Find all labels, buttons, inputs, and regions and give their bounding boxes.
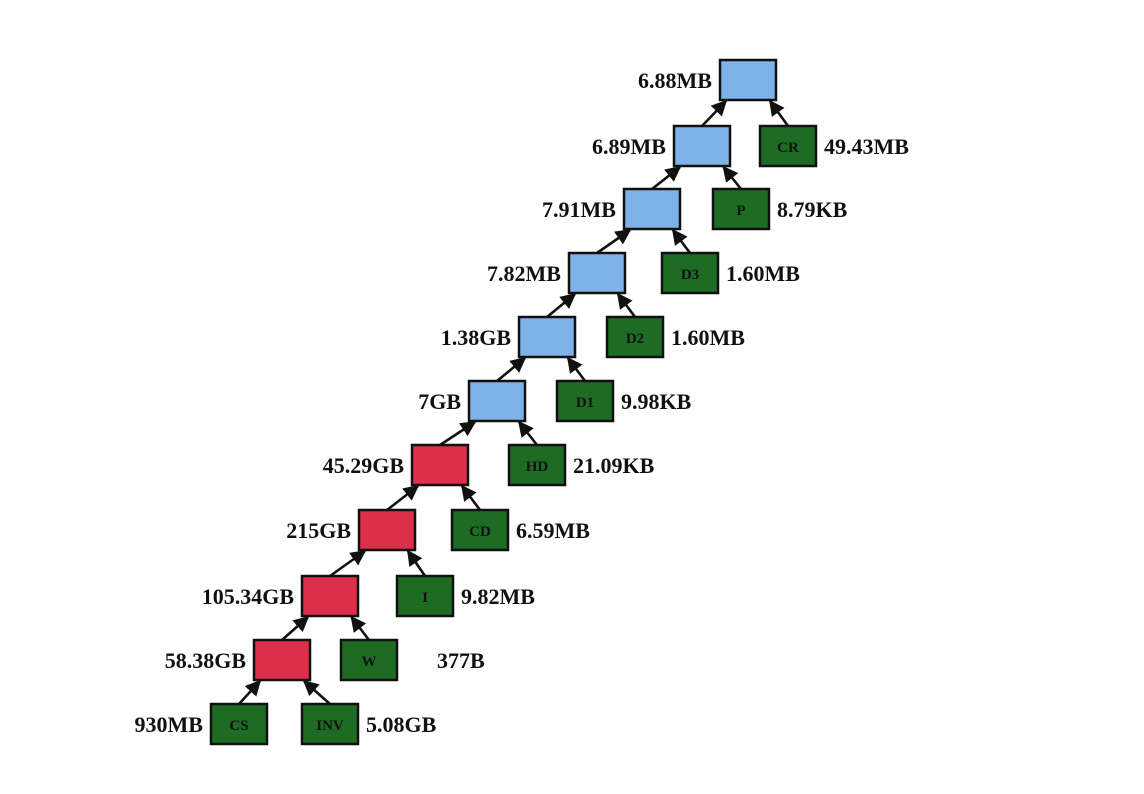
leaf-box bbox=[507, 443, 567, 487]
size-label: 6.89MB bbox=[592, 134, 666, 159]
leaf-node-p: P 8.79KB bbox=[711, 187, 848, 231]
join-node-j1: 6.88MB bbox=[638, 58, 778, 102]
edge-j9-to-j8 bbox=[329, 549, 367, 578]
leaf-code-label: CR bbox=[777, 140, 799, 156]
leaf-code-label: W bbox=[362, 654, 377, 670]
join-box bbox=[300, 574, 360, 618]
leaf-node-cs: CS 930MB bbox=[135, 702, 269, 746]
leaf-node-d1: D1 9.98KB bbox=[555, 379, 692, 423]
edges-layer bbox=[238, 99, 790, 705]
leaf-node-d3: D3 1.60MB bbox=[660, 251, 800, 295]
join-box bbox=[622, 187, 682, 231]
size-label: 105.34GB bbox=[202, 584, 295, 609]
edge-j6-to-j5 bbox=[496, 356, 527, 383]
join-node-j5: 1.38GB bbox=[441, 315, 577, 359]
edge-j10-to-j9 bbox=[281, 615, 310, 641]
leaf-box bbox=[660, 251, 720, 295]
join-node-j7: 45.29GB bbox=[323, 443, 470, 487]
leaf-node-i: I 9.82MB bbox=[395, 574, 535, 618]
leaf-node-w: W 377B bbox=[339, 638, 485, 682]
edge-hd-to-j6 bbox=[517, 420, 539, 446]
join-box bbox=[252, 638, 312, 682]
leaf-box bbox=[300, 702, 360, 746]
leaf-node-cr: CR 49.43MB bbox=[758, 124, 909, 168]
leaf-box bbox=[339, 638, 399, 682]
leaf-node-inv: INV 5.08GB bbox=[300, 702, 437, 746]
leaf-box bbox=[395, 574, 455, 618]
edge-d1-to-j5 bbox=[566, 356, 587, 382]
edge-d2-to-j4 bbox=[616, 292, 637, 318]
leaf-box bbox=[555, 379, 615, 423]
leaf-node-d2: D2 1.60MB bbox=[605, 315, 745, 359]
leaf-box bbox=[450, 508, 510, 552]
leaf-code-label: INV bbox=[316, 718, 344, 734]
edge-i-to-j8 bbox=[406, 549, 427, 577]
size-label: 930MB bbox=[135, 712, 204, 737]
size-label: 6.88MB bbox=[638, 68, 712, 93]
edge-j3-to-j2 bbox=[651, 165, 682, 191]
join-node-j3: 7.91MB bbox=[542, 187, 682, 231]
leaf-code-label: I bbox=[422, 590, 428, 606]
size-label: 1.38GB bbox=[441, 325, 512, 350]
join-box bbox=[410, 443, 470, 487]
size-label: 7GB bbox=[418, 389, 461, 414]
join-box bbox=[467, 379, 527, 423]
leaf-code-label: CS bbox=[229, 718, 248, 734]
join-box bbox=[357, 508, 417, 552]
join-box bbox=[567, 251, 627, 295]
edge-j7-to-j6 bbox=[439, 420, 477, 447]
edge-cr-to-j1 bbox=[768, 99, 790, 127]
leaf-box bbox=[758, 124, 818, 168]
size-label: 49.43MB bbox=[824, 134, 909, 159]
size-label: 45.29GB bbox=[323, 453, 405, 478]
edge-w-to-j9 bbox=[350, 615, 371, 641]
size-label: 8.79KB bbox=[777, 197, 848, 222]
edge-j4-to-j3 bbox=[596, 228, 632, 255]
edge-cd-to-j7 bbox=[460, 484, 482, 511]
nodes-layer: 6.88MB 6.89MB 7.91MB 7.82MB 1.38GB 7GB 45.29GB… bbox=[135, 58, 909, 746]
edge-inv-to-j10 bbox=[302, 679, 331, 705]
join-node-j10: 58.38GB bbox=[165, 638, 312, 682]
size-label: 377B bbox=[437, 648, 485, 673]
size-label: 21.09KB bbox=[573, 453, 655, 478]
join-node-j6: 7GB bbox=[418, 379, 527, 423]
join-box bbox=[718, 58, 778, 102]
leaf-code-label: D3 bbox=[681, 267, 699, 283]
join-node-j4: 7.82MB bbox=[487, 251, 627, 295]
edge-p-to-j2 bbox=[722, 165, 743, 190]
leaf-code-label: D1 bbox=[576, 395, 594, 411]
join-node-j2: 6.89MB bbox=[592, 124, 732, 168]
leaf-code-label: D2 bbox=[626, 331, 644, 347]
leaf-code-label: CD bbox=[469, 524, 491, 540]
edge-j8-to-j7 bbox=[386, 484, 420, 512]
join-node-j9: 105.34GB bbox=[202, 574, 360, 618]
size-label: 7.82MB bbox=[487, 261, 561, 286]
edge-j2-to-j1 bbox=[701, 99, 728, 127]
join-box bbox=[672, 124, 732, 168]
leaf-code-label: P bbox=[736, 203, 745, 219]
edge-d3-to-j3 bbox=[671, 228, 692, 254]
leaf-code-label: HD bbox=[526, 459, 549, 475]
leaf-node-cd: CD 6.59MB bbox=[450, 508, 590, 552]
edge-cs-to-j10 bbox=[238, 679, 262, 705]
size-label: 1.60MB bbox=[726, 261, 800, 286]
join-node-j8: 215GB bbox=[286, 508, 417, 552]
leaf-node-hd: HD 21.09KB bbox=[507, 443, 655, 487]
size-label: 215GB bbox=[286, 518, 351, 543]
size-label: 58.38GB bbox=[165, 648, 247, 673]
join-box bbox=[517, 315, 577, 359]
size-label: 1.60MB bbox=[671, 325, 745, 350]
leaf-box bbox=[209, 702, 269, 746]
size-label: 9.82MB bbox=[461, 584, 535, 609]
leaf-box bbox=[711, 187, 771, 231]
size-label: 6.59MB bbox=[516, 518, 590, 543]
size-label: 7.91MB bbox=[542, 197, 616, 222]
leaf-box bbox=[605, 315, 665, 359]
size-label: 9.98KB bbox=[621, 389, 692, 414]
size-label: 5.08GB bbox=[366, 712, 437, 737]
edge-j5-to-j4 bbox=[546, 292, 577, 319]
